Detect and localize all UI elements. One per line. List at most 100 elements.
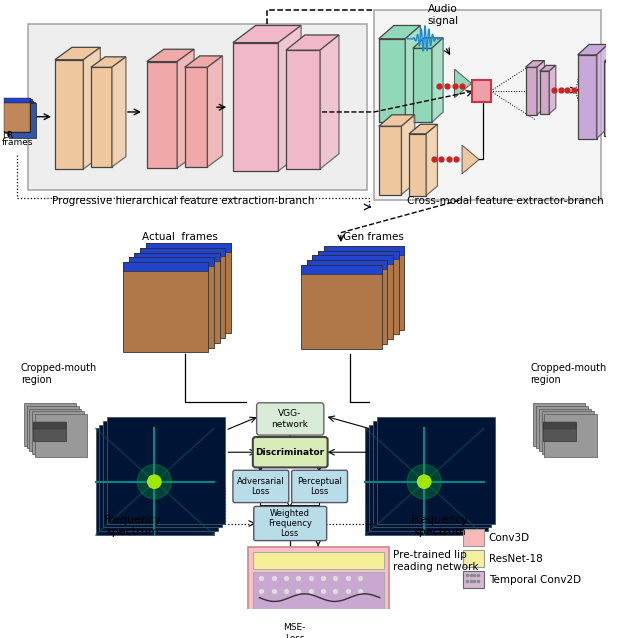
Polygon shape	[577, 55, 596, 138]
Polygon shape	[33, 422, 67, 441]
Polygon shape	[8, 102, 35, 136]
Polygon shape	[129, 257, 214, 348]
Polygon shape	[55, 47, 100, 60]
Polygon shape	[540, 71, 549, 114]
Polygon shape	[401, 115, 415, 195]
Polygon shape	[409, 134, 426, 196]
Polygon shape	[24, 403, 76, 445]
FancyBboxPatch shape	[248, 547, 389, 616]
Polygon shape	[618, 53, 627, 136]
Polygon shape	[525, 61, 545, 67]
FancyBboxPatch shape	[463, 550, 484, 567]
Polygon shape	[432, 38, 443, 122]
Polygon shape	[545, 414, 596, 457]
Text: VGG-
network: VGG- network	[271, 409, 308, 429]
Text: Discriminator: Discriminator	[255, 448, 324, 457]
Polygon shape	[318, 251, 399, 334]
FancyBboxPatch shape	[28, 24, 367, 190]
Polygon shape	[543, 422, 576, 441]
Polygon shape	[278, 26, 301, 171]
Polygon shape	[379, 39, 405, 122]
Polygon shape	[185, 67, 207, 167]
Polygon shape	[312, 255, 393, 339]
Text: Progressive hierarchical feature extraction-branch: Progressive hierarchical feature extract…	[52, 196, 314, 206]
Polygon shape	[233, 26, 301, 43]
Polygon shape	[377, 417, 495, 524]
Polygon shape	[4, 98, 30, 132]
Text: Cropped-mouth
region: Cropped-mouth region	[531, 363, 607, 385]
FancyBboxPatch shape	[268, 619, 321, 638]
Polygon shape	[146, 243, 231, 251]
FancyBboxPatch shape	[254, 507, 326, 540]
Text: Adversarial
Loss: Adversarial Loss	[237, 477, 284, 496]
Text: LR: LR	[2, 131, 13, 140]
Polygon shape	[307, 260, 387, 269]
Polygon shape	[379, 26, 420, 39]
Polygon shape	[35, 414, 87, 457]
Polygon shape	[318, 251, 399, 259]
FancyBboxPatch shape	[463, 529, 484, 546]
Polygon shape	[413, 38, 443, 48]
FancyBboxPatch shape	[374, 10, 601, 200]
FancyBboxPatch shape	[292, 470, 348, 503]
Text: Frequency
spectrum: Frequency spectrum	[104, 516, 161, 537]
Polygon shape	[324, 246, 404, 330]
Polygon shape	[540, 65, 556, 71]
Text: Gen frames: Gen frames	[343, 232, 404, 242]
Polygon shape	[55, 60, 83, 169]
Polygon shape	[365, 429, 484, 535]
Text: Cross-modal feature extractor-branch: Cross-modal feature extractor-branch	[407, 196, 604, 206]
Polygon shape	[462, 145, 479, 174]
Polygon shape	[185, 56, 223, 67]
Polygon shape	[207, 56, 223, 167]
Polygon shape	[549, 65, 556, 114]
Polygon shape	[10, 103, 36, 138]
Polygon shape	[91, 57, 126, 67]
Polygon shape	[543, 422, 576, 429]
Polygon shape	[301, 265, 381, 348]
Polygon shape	[134, 253, 220, 261]
Polygon shape	[103, 421, 221, 528]
Polygon shape	[129, 257, 214, 266]
Polygon shape	[301, 265, 381, 274]
Text: Audio
signal: Audio signal	[428, 4, 459, 26]
Text: Cropped-mouth
region: Cropped-mouth region	[21, 363, 97, 385]
Polygon shape	[537, 61, 545, 115]
Polygon shape	[536, 406, 588, 449]
Text: Perceptual
Loss: Perceptual Loss	[297, 477, 342, 496]
Polygon shape	[99, 425, 218, 531]
Polygon shape	[91, 67, 112, 167]
Polygon shape	[134, 253, 220, 343]
Polygon shape	[312, 255, 393, 264]
Polygon shape	[4, 103, 30, 132]
Text: Actual  frames: Actual frames	[142, 232, 218, 242]
Text: MSE-
Loss: MSE- Loss	[284, 623, 306, 638]
Polygon shape	[147, 49, 194, 62]
Polygon shape	[112, 57, 126, 167]
Polygon shape	[123, 262, 208, 271]
Polygon shape	[26, 406, 79, 449]
FancyBboxPatch shape	[253, 552, 385, 569]
FancyBboxPatch shape	[253, 572, 385, 610]
Circle shape	[407, 464, 441, 499]
FancyBboxPatch shape	[472, 80, 492, 103]
Polygon shape	[32, 412, 84, 454]
Polygon shape	[539, 408, 591, 451]
Polygon shape	[405, 26, 420, 122]
Polygon shape	[83, 47, 100, 169]
Text: Weighted
Frequency
Loss: Weighted Frequency Loss	[268, 508, 312, 538]
Polygon shape	[409, 124, 438, 134]
Circle shape	[138, 464, 172, 499]
Polygon shape	[525, 67, 537, 115]
Polygon shape	[596, 45, 608, 138]
Polygon shape	[604, 62, 618, 136]
Polygon shape	[177, 49, 194, 168]
Polygon shape	[286, 35, 339, 50]
Text: Conv3D: Conv3D	[488, 533, 530, 543]
Text: Pre-trained lip
reading network: Pre-trained lip reading network	[393, 551, 479, 572]
Polygon shape	[6, 101, 33, 135]
Polygon shape	[286, 50, 320, 169]
Polygon shape	[426, 124, 438, 196]
Polygon shape	[413, 48, 432, 122]
Polygon shape	[29, 408, 81, 451]
